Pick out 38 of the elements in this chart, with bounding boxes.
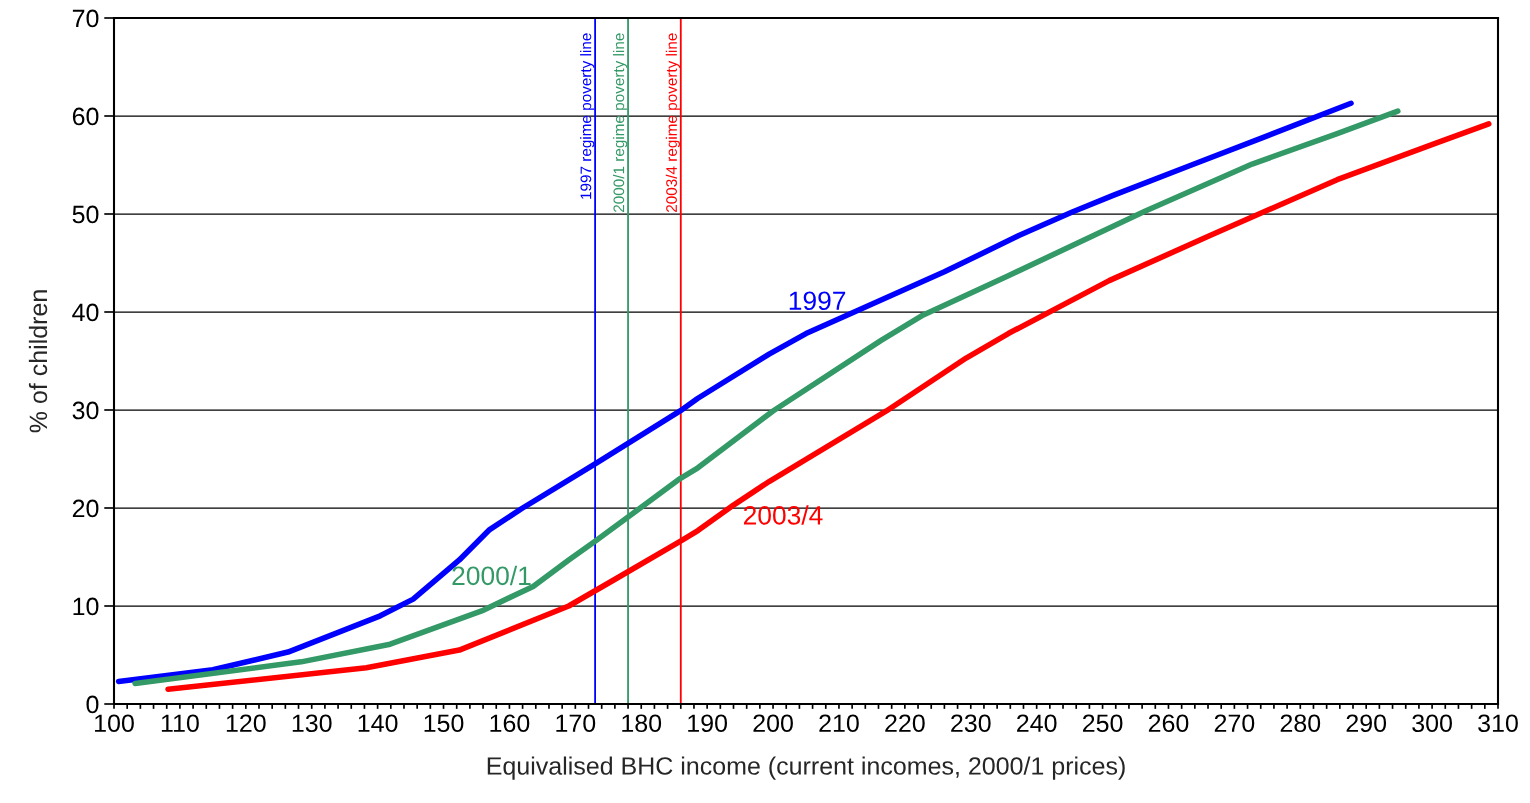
x-tick-label: 250 <box>1082 714 1123 733</box>
x-tick-label: 240 <box>1017 714 1057 733</box>
x-tick-label: 150 <box>424 714 464 733</box>
y-tick-label: 40 <box>72 303 99 322</box>
x-tick-label: 130 <box>292 714 332 733</box>
y-tick-label: 50 <box>72 205 99 224</box>
series-label: 2003/4 <box>743 505 823 525</box>
x-tick-label: 230 <box>951 714 991 733</box>
x-tick-label: 100 <box>95 714 134 733</box>
series-label: 1997 <box>789 291 846 311</box>
x-tick-label: 280 <box>1280 714 1321 733</box>
y-tick-label: 10 <box>73 597 99 616</box>
x-tick-label: 170 <box>556 714 596 733</box>
x-tick-label: 160 <box>490 714 530 733</box>
y-tick-label: 0 <box>86 695 99 714</box>
x-tick-label: 180 <box>622 714 662 733</box>
y-tick-label: 20 <box>72 499 99 518</box>
y-tick-label: 60 <box>72 107 99 126</box>
x-tick-label: 290 <box>1346 714 1387 733</box>
x-tick-label: 310 <box>1478 714 1518 733</box>
y-tick-label: 70 <box>72 9 99 28</box>
x-tick-label: 120 <box>226 714 266 733</box>
x-tick-label: 220 <box>885 714 925 733</box>
x-tick-label: 190 <box>688 714 728 733</box>
series-label: 2000/1 <box>452 565 531 586</box>
ref-line-label: 1997 regime poverty line <box>580 33 595 199</box>
y-tick-label: 30 <box>72 401 99 420</box>
ref-line-label: 2000/1 regime poverty line <box>613 33 628 212</box>
ref-line-label: 2003/4 regime poverty line <box>665 33 680 212</box>
x-axis-title: Equivalised BHC income (current incomes, 2000/1 prices) <box>487 756 1125 780</box>
x-tick-label: 300 <box>1412 714 1452 733</box>
x-tick-label: 270 <box>1214 714 1255 733</box>
x-tick-label: 140 <box>358 714 398 733</box>
x-tick-label: 200 <box>753 714 793 733</box>
x-tick-label: 210 <box>819 714 859 733</box>
y-axis-title: % of children <box>28 290 48 433</box>
x-tick-label: 260 <box>1148 714 1189 733</box>
x-tick-label: 110 <box>161 714 199 733</box>
